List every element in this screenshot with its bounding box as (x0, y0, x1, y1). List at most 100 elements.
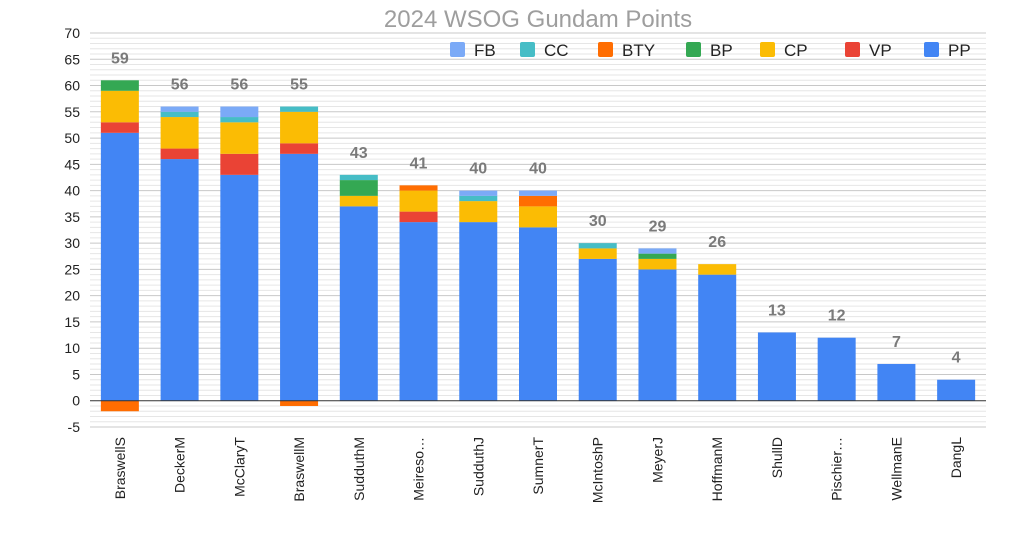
y-tick-label: -5 (68, 419, 81, 435)
x-category-label: DangL (948, 437, 964, 478)
legend-swatch-cp (760, 42, 775, 57)
bar-segment-cp (638, 258, 677, 270)
bar-segment-cp (459, 201, 498, 223)
legend-swatch-bty (598, 42, 613, 57)
bar-segment-cp (160, 117, 199, 149)
bar-segment-vp (399, 211, 438, 223)
x-category-label: DeckerM (172, 437, 188, 493)
y-tick-label: 0 (72, 393, 80, 409)
total-label: 43 (350, 145, 368, 162)
bar-segment-cp (339, 195, 378, 207)
bar-segment-cc (339, 174, 378, 181)
x-category-label: WellmanE (888, 437, 904, 501)
legend-label-bty: BTY (622, 41, 655, 60)
y-tick-label: 65 (64, 51, 80, 67)
bar-segment-pp (638, 269, 677, 401)
bar-segment-pp (459, 222, 498, 401)
y-tick-label: 55 (64, 104, 80, 120)
bar-segment-fb (220, 106, 259, 118)
bar-segment-pp (339, 206, 378, 401)
bar-segment-pp (757, 332, 796, 401)
total-label: 40 (529, 161, 547, 178)
total-label: 59 (111, 50, 129, 67)
x-category-label: SumnerT (530, 437, 546, 495)
total-label: 30 (589, 213, 607, 230)
bar-segment-bp (638, 253, 677, 259)
legend-swatch-fb (450, 42, 465, 57)
bar-segment-pp (100, 132, 139, 401)
legend-swatch-bp (686, 42, 701, 57)
total-label: 56 (230, 77, 248, 94)
total-label: 7 (892, 334, 901, 351)
y-tick-label: 5 (72, 366, 80, 382)
y-tick-label: 30 (64, 235, 80, 251)
total-label: 40 (469, 161, 487, 178)
bar-segment-pp (220, 174, 259, 401)
bar-segment-cp (399, 190, 438, 212)
bar-segment-bp (100, 80, 139, 91)
total-label: 26 (708, 234, 726, 251)
bar-segment-cp (220, 122, 259, 154)
legend-label-vp: VP (869, 41, 892, 60)
x-category-label: Pischier… (829, 437, 845, 501)
x-category-label: ShullD (769, 437, 785, 478)
bar-segment-pp (280, 153, 319, 401)
y-tick-label: 40 (64, 183, 80, 199)
bar-segment-vp (160, 148, 199, 160)
y-tick-label: 50 (64, 130, 80, 146)
y-axis: -5 0 5 10 15 20 25 30 35 40 45 50 55 60 65 70 (64, 25, 80, 435)
bar-segment-pp (160, 159, 199, 401)
bar-segment-bp (339, 180, 378, 196)
bar-segment-pp (519, 227, 557, 401)
bar-segment-cc (160, 111, 199, 118)
x-category-label: SudduthM (351, 437, 367, 501)
legend-swatch-vp (845, 42, 860, 57)
bar-segment-cc (280, 106, 319, 112)
x-axis: BraswellS DeckerM McClaryT BraswellM Sudduth… (112, 437, 964, 504)
y-tick-label: 20 (64, 288, 80, 304)
bar-segment-cc (459, 195, 498, 202)
y-tick-label: 35 (64, 209, 80, 225)
legend-label-fb: FB (474, 41, 496, 60)
total-label: 56 (171, 77, 189, 94)
y-tick-label: 15 (64, 314, 80, 330)
x-category-label: BraswellM (291, 437, 307, 502)
total-labels: 59 56 56 55 43 41 40 40 30 29 26 13 12 7 4 (111, 50, 961, 366)
total-label: 55 (290, 77, 308, 94)
legend: FB CC BTY BP CP VP PP (450, 41, 971, 60)
bar-segment-cp (100, 90, 139, 123)
total-label: 13 (768, 302, 786, 319)
bar-segment-pp (578, 258, 617, 401)
bar-segment-pp (399, 222, 438, 401)
bar-segment-vp (280, 143, 319, 154)
bar-segment-cp (698, 264, 737, 275)
bar-segment-bty (280, 400, 319, 406)
y-tick-label: 45 (64, 156, 80, 172)
x-category-label: Meireso… (411, 437, 427, 501)
total-label: 41 (410, 155, 428, 172)
y-tick-label: 60 (64, 78, 80, 94)
bar-segment-bty (399, 185, 438, 191)
bar-segment-cp (578, 248, 617, 259)
bar-segment-fb (160, 106, 199, 112)
bar-segment-cc (578, 243, 617, 249)
bar-segment-pp (937, 379, 976, 401)
x-category-label: McIntoshP (590, 437, 606, 503)
bar-segment-cp (519, 206, 557, 228)
legend-label-pp: PP (948, 41, 971, 60)
legend-label-cc: CC (544, 41, 569, 60)
bar-segment-cc (220, 117, 259, 123)
legend-label-cp: CP (784, 41, 808, 60)
total-label: 4 (952, 350, 961, 367)
bar-segment-pp (698, 274, 737, 401)
x-category-label: SudduthJ (470, 437, 486, 496)
legend-swatch-cc (520, 42, 535, 57)
x-category-label: HoffmanM (709, 437, 725, 501)
total-label: 12 (828, 308, 846, 325)
bar-segment-bty (519, 195, 557, 207)
bars (100, 80, 976, 412)
total-label: 29 (649, 218, 667, 235)
y-tick-label: 25 (64, 261, 80, 277)
bar-segment-bty (100, 400, 139, 412)
